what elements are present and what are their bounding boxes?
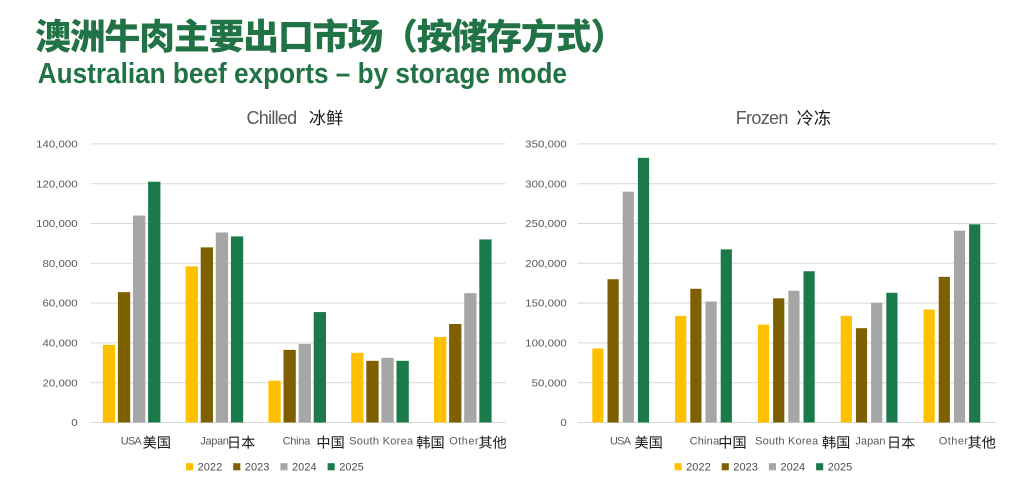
svg-text:40,000: 40,000	[43, 338, 78, 350]
svg-text:100,000: 100,000	[525, 338, 567, 350]
svg-text:200,000: 200,000	[525, 258, 567, 270]
svg-text:2023: 2023	[733, 462, 758, 474]
svg-text:100,000: 100,000	[36, 218, 78, 230]
svg-text:South Korea: South Korea	[755, 436, 819, 448]
svg-text:2024: 2024	[781, 462, 806, 474]
svg-text:Japan: Japan	[855, 436, 885, 448]
svg-text:2022: 2022	[686, 462, 711, 474]
svg-text:Other: Other	[449, 436, 479, 448]
svg-text:150,000: 150,000	[525, 298, 567, 310]
svg-text:China: China	[690, 436, 720, 448]
svg-text:USA: USA	[610, 436, 632, 448]
svg-text:2024: 2024	[292, 462, 317, 474]
svg-text:0: 0	[71, 417, 78, 429]
svg-text:Australian beef exports – by s: Australian beef exports – by storage mod…	[38, 58, 567, 90]
svg-text:50,000: 50,000	[532, 377, 567, 389]
svg-text:Other: Other	[939, 436, 969, 448]
svg-text:Japan: Japan	[200, 436, 229, 448]
svg-text:Chilled: Chilled	[247, 108, 298, 128]
svg-text:120,000: 120,000	[36, 178, 78, 190]
svg-text:South Korea: South Korea	[349, 436, 414, 448]
svg-text:300,000: 300,000	[525, 178, 567, 190]
svg-text:60,000: 60,000	[43, 298, 78, 310]
svg-text:USA: USA	[121, 436, 143, 448]
svg-text:350,000: 350,000	[525, 139, 567, 151]
svg-text:20,000: 20,000	[43, 377, 78, 389]
svg-text:2022: 2022	[198, 462, 223, 474]
svg-text:Frozen: Frozen	[736, 108, 789, 128]
svg-text:140,000: 140,000	[36, 139, 78, 151]
svg-text:2025: 2025	[828, 462, 853, 474]
svg-text:80,000: 80,000	[43, 258, 78, 270]
svg-text:China: China	[283, 436, 312, 448]
svg-text:0: 0	[560, 417, 567, 429]
svg-text:2025: 2025	[339, 462, 364, 474]
svg-text:250,000: 250,000	[525, 218, 567, 230]
svg-text:2023: 2023	[245, 462, 270, 474]
